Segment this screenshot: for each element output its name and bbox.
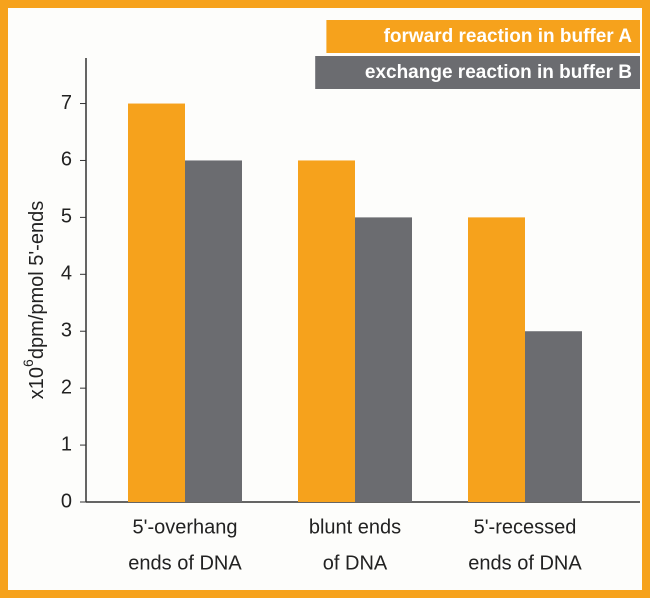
x-tick-label: 5'-overhang (133, 516, 238, 538)
y-tick-label: 7 (61, 92, 72, 114)
bar (468, 217, 525, 502)
y-tick-label: 6 (61, 149, 72, 171)
y-label-prefix: x10 (26, 367, 48, 399)
y-tick-label: 4 (61, 263, 72, 285)
x-tick-label: blunt ends (309, 516, 401, 538)
y-axis-label: x106dpm/pmol 5'-ends (20, 201, 49, 399)
x-tick-label: ends of DNA (468, 552, 582, 574)
bar (525, 331, 582, 502)
bar (355, 217, 412, 502)
legend-label: exchange reaction in buffer B (365, 62, 632, 83)
y-label-superscript: 6 (20, 359, 36, 367)
legend-swatch (315, 56, 640, 89)
x-tick-label: of DNA (323, 552, 388, 574)
y-tick-label: 2 (61, 376, 72, 398)
y-tick-label: 3 (61, 320, 72, 342)
bar (185, 160, 242, 502)
y-tick-label: 0 (61, 490, 72, 512)
bar (128, 103, 185, 503)
y-tick-label: 5 (61, 206, 72, 228)
x-tick-label: ends of DNA (128, 552, 242, 574)
y-tick-label: 1 (61, 433, 72, 455)
y-label-text: dpm/pmol 5'-ends (26, 201, 48, 359)
x-tick-label: 5'-recessed (474, 516, 577, 538)
legend-swatch (326, 20, 640, 53)
legend-label: forward reaction in buffer A (384, 26, 633, 47)
bar (298, 160, 355, 502)
